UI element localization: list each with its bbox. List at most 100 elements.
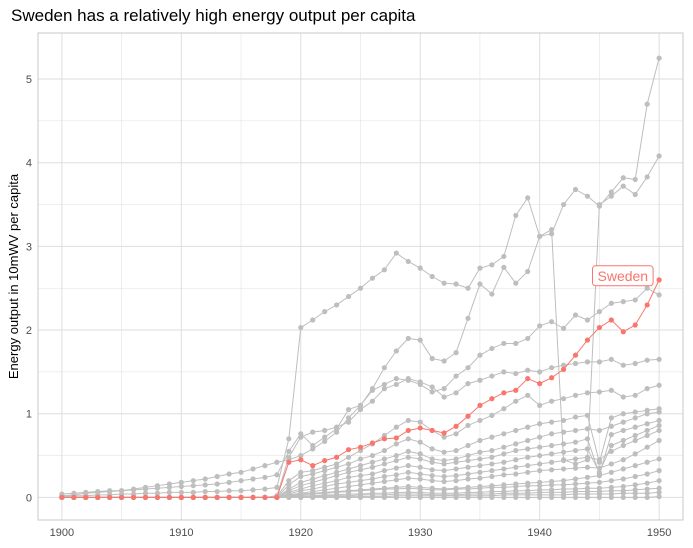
data-point (596, 427, 602, 434)
data-point (369, 480, 376, 486)
data-point (596, 309, 602, 315)
data-point-highlight (501, 390, 507, 396)
data-point (513, 471, 519, 477)
data-point-highlight (453, 423, 459, 429)
data-point (537, 494, 543, 501)
data-point (632, 494, 638, 501)
data-point (393, 494, 399, 501)
data-point-highlight (537, 381, 543, 387)
data-point (477, 449, 483, 455)
data-point (166, 489, 172, 495)
data-point (250, 487, 256, 493)
data-point (656, 409, 662, 415)
series-lines (59, 55, 662, 501)
data-point (560, 494, 567, 501)
data-point (549, 467, 555, 473)
data-point (202, 488, 208, 495)
data-point (608, 193, 614, 199)
data-point (632, 432, 638, 439)
data-point (357, 463, 364, 469)
data-point (214, 473, 220, 480)
data-point (429, 473, 435, 479)
data-point (620, 490, 626, 496)
data-point (489, 468, 495, 474)
data-point (154, 485, 161, 491)
data-point-highlight (250, 494, 256, 501)
data-point (429, 478, 435, 484)
data-point (381, 365, 387, 371)
data-point (238, 478, 244, 484)
data-point (274, 484, 280, 490)
data-point (513, 457, 519, 463)
data-point (596, 389, 602, 395)
data-point (501, 484, 507, 490)
data-point (107, 488, 113, 494)
data-point (644, 427, 650, 434)
data-point (393, 381, 399, 388)
x-tick-label: 1900 (50, 527, 74, 539)
data-point (525, 335, 531, 342)
data-point (656, 478, 662, 484)
data-point (584, 454, 591, 460)
data-point (608, 387, 614, 393)
data-point (417, 456, 423, 462)
data-point (608, 432, 614, 438)
data-point (477, 485, 483, 491)
data-point (262, 474, 268, 480)
data-point (549, 419, 555, 425)
data-point (465, 471, 471, 477)
data-point (620, 442, 626, 449)
data-point (322, 427, 328, 434)
data-point (405, 463, 411, 469)
data-point (286, 494, 292, 501)
data-point (119, 488, 125, 494)
data-point (620, 457, 626, 463)
data-point (572, 360, 579, 367)
data-point (357, 478, 364, 484)
data-point-highlight (298, 457, 304, 463)
data-point (513, 280, 519, 286)
data-point (596, 494, 602, 501)
data-point (584, 464, 591, 470)
data-point (644, 494, 650, 501)
data-point (584, 426, 591, 432)
data-point (501, 466, 507, 472)
data-point (298, 473, 304, 480)
data-point-highlight (154, 494, 161, 501)
data-point (501, 459, 507, 465)
data-point (549, 365, 555, 371)
data-point (632, 482, 638, 488)
data-point (334, 302, 340, 308)
highlight-series: Sweden (59, 265, 662, 501)
data-point (549, 494, 555, 501)
data-point-highlight (107, 494, 113, 501)
data-point (584, 193, 591, 199)
data-point (537, 421, 543, 427)
data-point (345, 469, 352, 475)
data-point (345, 494, 352, 501)
data-point (477, 377, 483, 383)
data-point (262, 463, 268, 469)
data-point (298, 494, 304, 501)
data-point (381, 473, 387, 480)
data-point (549, 431, 555, 437)
data-point (501, 264, 507, 270)
data-point-highlight (596, 324, 602, 331)
data-point (142, 490, 149, 496)
data-point (477, 475, 483, 481)
data-point (513, 212, 519, 219)
data-point (393, 457, 399, 464)
data-point (417, 476, 423, 482)
data-point (608, 189, 614, 195)
data-point (632, 490, 638, 496)
data-point (584, 390, 591, 396)
data-point (513, 370, 519, 377)
data-point (644, 174, 650, 180)
data-point-highlight (190, 494, 196, 501)
data-point (357, 402, 364, 408)
y-tick-label: 3 (26, 241, 32, 253)
data-point (513, 447, 519, 454)
data-point (429, 446, 435, 452)
data-point (537, 483, 543, 489)
data-point-highlight (357, 444, 364, 450)
